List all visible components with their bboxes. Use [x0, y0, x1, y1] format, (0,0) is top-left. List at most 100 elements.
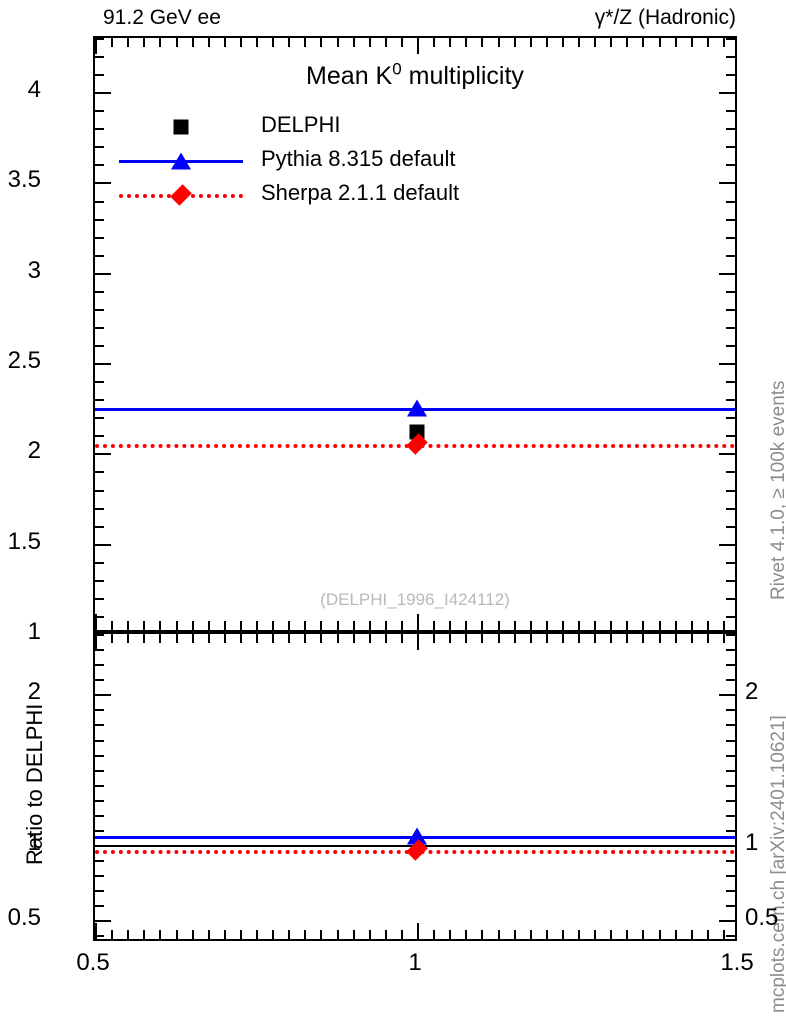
- ratio-x-tick-top: [594, 634, 597, 643]
- y-tick-right: [726, 146, 735, 149]
- x-tick-top: [513, 38, 516, 47]
- x-tick-bottom: [578, 621, 580, 630]
- x-tick-bottom: [497, 621, 500, 630]
- y-tick-left: [95, 146, 104, 149]
- ratio-y-tick-right: [726, 829, 735, 832]
- y-tick-left: [95, 308, 104, 311]
- ratio-y-tick-left: [95, 799, 104, 802]
- ratio-x-tick-top: [304, 634, 307, 643]
- x-tick-bottom: [159, 621, 162, 630]
- ratio-x-tick-top: [433, 634, 436, 643]
- ratio-y-tick-left: [95, 875, 104, 878]
- ratio-y-tick-left: [95, 694, 111, 697]
- x-tick-bottom: [143, 621, 146, 630]
- ratio-x-tick-bottom: [674, 930, 677, 939]
- x-tick-top: [111, 38, 114, 47]
- y-tick-right: [726, 579, 735, 582]
- y-tick-left: [95, 363, 111, 366]
- x-tick-bottom: [642, 621, 645, 630]
- y-tick-right: [726, 110, 735, 113]
- y-tick-right: [726, 308, 735, 311]
- x-tick-top: [433, 38, 436, 47]
- ratio-y-tick-left: [95, 769, 104, 772]
- main-y-tick-label: 1.5: [7, 527, 41, 555]
- x-tick-bottom: [722, 621, 725, 630]
- ratio-x-tick-bottom: [111, 930, 114, 939]
- ratio-x-tick-top: [95, 634, 97, 650]
- x-tick-top: [529, 38, 532, 47]
- y-tick-right: [726, 128, 735, 131]
- y-tick-right: [726, 471, 735, 474]
- ratio-y-tick-left: [95, 739, 104, 742]
- x-tick-top: [304, 38, 307, 47]
- ratio-y-tick-left: [95, 634, 104, 636]
- legend-label-pythia: Pythia 8.315 default: [261, 146, 456, 171]
- x-tick-top: [272, 38, 275, 47]
- ratio-y-tick-right: [726, 724, 735, 727]
- x-tick-top: [417, 38, 419, 54]
- ratio-y-tick-right: [726, 649, 735, 652]
- ratio-x-tick-bottom: [288, 930, 291, 939]
- x-tick-top: [465, 38, 468, 47]
- header: 91.2 GeV ee γ*/Z (Hadronic): [0, 6, 786, 34]
- ratio-y-tick-left: [95, 814, 104, 817]
- ratio-y-tick-left: [95, 754, 104, 757]
- x-tick-bottom: [400, 621, 403, 630]
- y-tick-right: [726, 200, 735, 203]
- x-tick-bottom: [384, 621, 387, 630]
- ratio-x-tick-top: [191, 634, 194, 643]
- x-tick-bottom: [513, 621, 516, 630]
- x-tick-label: 0.5: [76, 949, 110, 976]
- ratio-y-tick-left: [95, 935, 104, 938]
- y-tick-right: [719, 92, 735, 95]
- y-tick-right: [726, 525, 735, 528]
- ratio-pythia-data-point: [407, 827, 427, 845]
- x-tick-label: 1.5: [720, 949, 754, 976]
- y-tick-right: [726, 561, 735, 564]
- ratio-x-tick-top: [175, 634, 178, 643]
- main-y-tick-label: 4: [27, 76, 41, 104]
- x-tick-bottom: [545, 621, 548, 630]
- y-tick-right: [726, 254, 735, 257]
- ratio-y-tick-right: [719, 694, 735, 697]
- ratio-x-tick-top: [449, 634, 452, 643]
- y-tick-left: [95, 200, 104, 203]
- mcplots-source-caption: mcplots.cern.ch [arXiv:2401.10621]: [768, 715, 786, 1013]
- x-tick-top: [400, 38, 403, 47]
- ratio-y-tick-label-right: 0.5: [745, 904, 779, 932]
- x-tick-bottom: [95, 614, 97, 630]
- ratio-x-tick-top: [545, 634, 548, 643]
- x-tick-bottom: [111, 621, 114, 630]
- ratio-x-tick-top: [513, 634, 516, 643]
- ratio-y-tick-right: [726, 769, 735, 772]
- ratio-y-tick-right: [719, 920, 735, 923]
- ratio-y-tick-right: [726, 784, 735, 787]
- x-tick-top: [449, 38, 452, 47]
- x-tick-top: [642, 38, 645, 47]
- y-tick-left: [95, 326, 104, 329]
- ratio-x-tick-bottom: [175, 930, 178, 939]
- ratio-x-tick-top: [223, 634, 226, 643]
- x-tick-top: [722, 38, 725, 47]
- ratio-y-tick-label-right: 1: [745, 829, 759, 857]
- ratio-x-tick-bottom: [690, 930, 693, 939]
- ratio-y-tick-left: [95, 860, 104, 863]
- x-tick-bottom: [239, 621, 242, 630]
- legend-label-delphi: DELPHI: [261, 112, 341, 137]
- y-tick-right: [726, 74, 735, 77]
- ratio-x-tick-top: [143, 634, 146, 643]
- ratio-x-tick-top: [368, 634, 371, 643]
- x-tick-bottom: [336, 621, 339, 630]
- y-tick-right: [726, 326, 735, 329]
- y-tick-left: [95, 579, 104, 582]
- y-tick-right: [719, 363, 735, 366]
- x-tick-bottom: [433, 621, 436, 630]
- ratio-x-tick-bottom: [594, 930, 597, 939]
- y-tick-left: [95, 254, 104, 257]
- x-tick-bottom: [256, 621, 258, 630]
- ratio-plot-panel: [93, 632, 737, 941]
- y-tick-right: [726, 218, 735, 221]
- y-tick-left: [95, 272, 111, 275]
- x-tick-bottom: [352, 621, 355, 630]
- ratio-y-tick-right: [726, 905, 735, 908]
